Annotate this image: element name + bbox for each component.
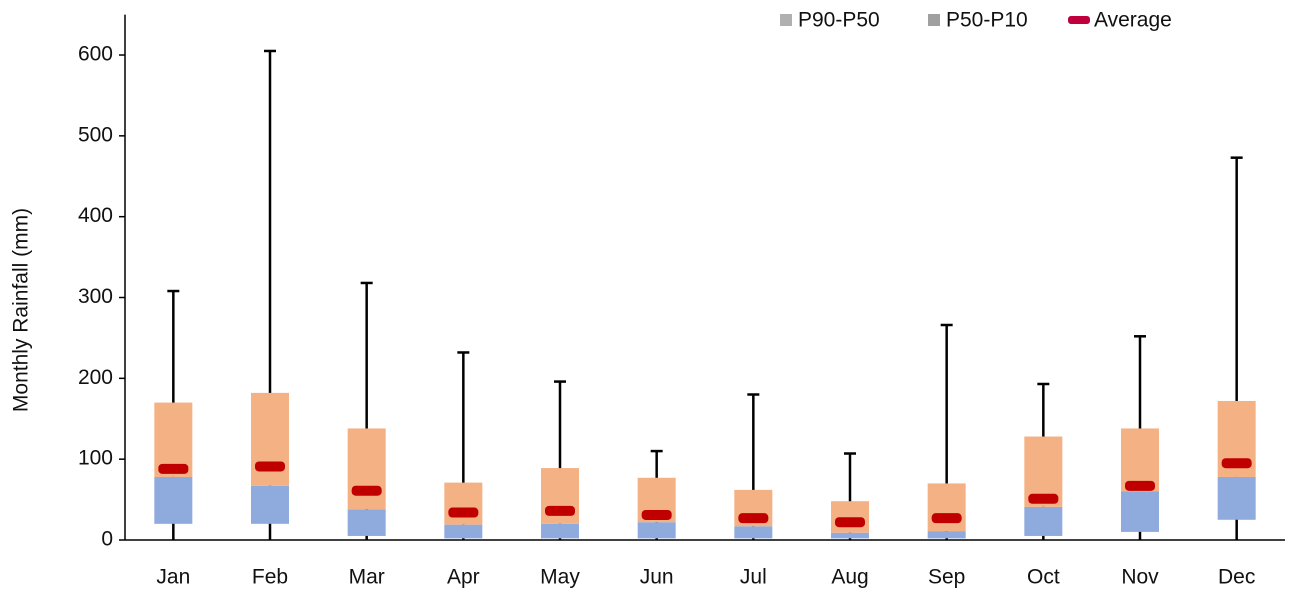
box-lower (831, 532, 869, 539)
average-marker (255, 461, 285, 472)
box-lower (927, 531, 966, 539)
box-upper (927, 483, 966, 532)
x-tick-label: Sep (928, 566, 965, 589)
x-tick-label: Jan (156, 566, 190, 589)
x-tick-label: May (540, 566, 580, 589)
y-tick-label: 400 (78, 204, 113, 227)
box-lower (347, 509, 386, 536)
average-marker (545, 505, 575, 516)
box-upper (444, 482, 483, 525)
x-tick-label: Feb (252, 566, 288, 589)
average-marker (738, 513, 769, 524)
x-tick-label: Oct (1027, 566, 1060, 589)
y-tick-label: 200 (78, 366, 113, 389)
y-tick-label: 300 (78, 285, 113, 308)
average-marker (448, 507, 479, 518)
y-axis-label: Monthly Rainfall (mm) (10, 208, 33, 412)
box-lower (1024, 506, 1063, 536)
box-upper (347, 428, 386, 510)
box-upper (831, 501, 869, 533)
legend-swatch (1068, 16, 1090, 24)
y-tick-label: 100 (78, 447, 113, 470)
box-lower (154, 476, 193, 524)
x-tick-label: Mar (349, 566, 385, 589)
average-marker (1028, 493, 1059, 504)
y-tick-label: 600 (78, 43, 113, 66)
box-lower (251, 485, 289, 524)
y-tick-label: 500 (78, 123, 113, 146)
legend-label: Average (1094, 9, 1172, 32)
average-marker (641, 509, 672, 520)
legend-label: P90-P50 (798, 9, 880, 32)
box-lower (1121, 491, 1159, 532)
average-marker (351, 485, 382, 496)
box-lower (541, 523, 579, 539)
box-lower (637, 522, 676, 539)
average-marker (1221, 458, 1252, 469)
box-lower (444, 524, 483, 539)
box-upper (251, 392, 289, 486)
x-tick-label: Dec (1218, 566, 1255, 589)
legend-swatch (780, 14, 792, 26)
x-tick-label: Jul (740, 566, 767, 589)
x-tick-label: Apr (447, 566, 480, 589)
legend-swatch (928, 14, 940, 26)
x-tick-label: Nov (1121, 566, 1159, 589)
average-marker (931, 513, 962, 524)
box-lower (1217, 476, 1256, 520)
average-marker (835, 517, 865, 528)
average-marker (1125, 480, 1155, 491)
average-marker (158, 463, 189, 474)
x-tick-label: Jun (640, 566, 674, 589)
legend-label: P50-P10 (946, 9, 1028, 32)
x-tick-label: Aug (831, 566, 868, 589)
box-lower (734, 526, 773, 539)
y-tick-label: 0 (101, 528, 113, 551)
